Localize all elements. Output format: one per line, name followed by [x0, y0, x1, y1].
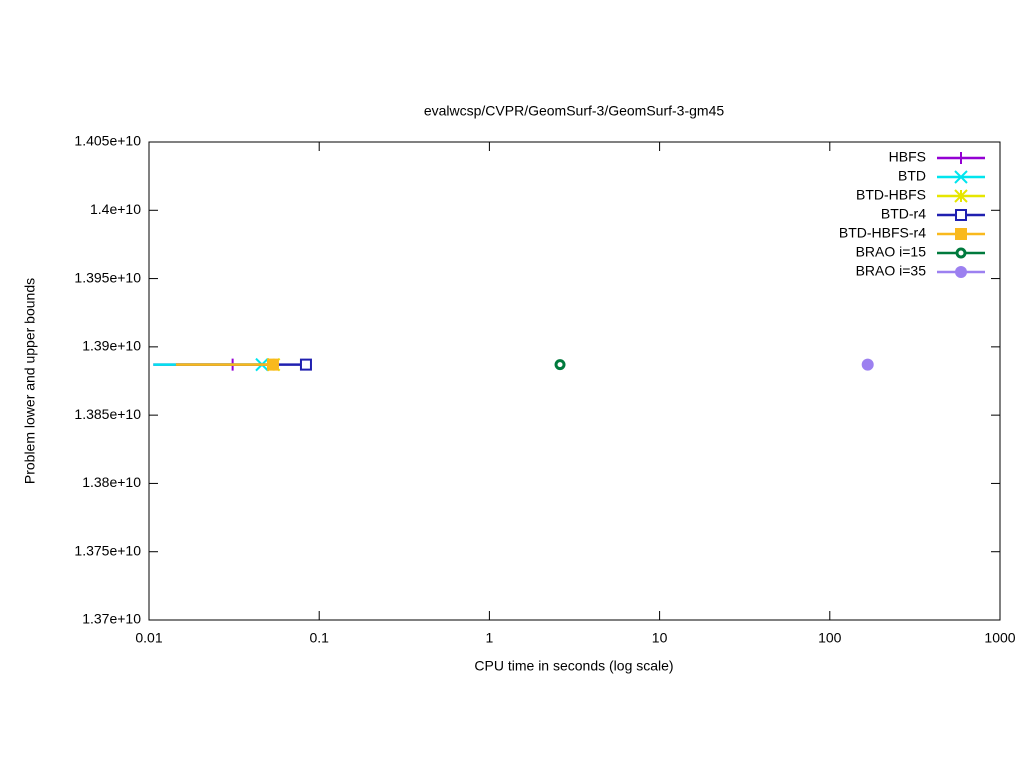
x-tick-label: 10 [652, 630, 668, 646]
y-tick-label: 1.375e+10 [74, 542, 141, 558]
marker [861, 358, 874, 371]
marker [554, 359, 566, 371]
y-tick-label: 1.38e+10 [82, 474, 141, 490]
legend-marker [954, 170, 968, 184]
y-tick-label: 1.395e+10 [74, 269, 141, 285]
legend-label: BRAO i=15 [856, 244, 927, 260]
marker [299, 358, 312, 371]
legend-marker [954, 189, 968, 203]
y-tick-label: 1.37e+10 [82, 611, 141, 627]
y-tick-label: 1.39e+10 [82, 338, 141, 354]
legend-marker [955, 266, 967, 278]
legend-marker [955, 152, 967, 164]
legend-marker [955, 247, 967, 259]
legend-label: BRAO i=35 [856, 263, 927, 279]
x-tick-label: 1000 [984, 630, 1015, 646]
legend-label: BTD [898, 168, 926, 184]
legend-label: BTD-HBFS-r4 [839, 225, 926, 241]
legend-label: BTD-r4 [881, 206, 926, 222]
x-tick-label: 0.1 [309, 630, 329, 646]
x-tick-label: 100 [818, 630, 842, 646]
x-tick-label: 0.01 [135, 630, 162, 646]
plot-frame [148, 141, 1001, 621]
legend-marker [955, 228, 967, 240]
y-axis-label: Problem lower and upper bounds [22, 278, 38, 484]
y-tick-label: 1.405e+10 [74, 133, 141, 149]
x-tick-label: 1 [486, 630, 494, 646]
marker [266, 358, 279, 371]
y-tick-label: 1.4e+10 [90, 201, 141, 217]
x-axis-label: CPU time in seconds (log scale) [474, 658, 673, 674]
legend-label: HBFS [889, 149, 926, 165]
y-tick-label: 1.385e+10 [74, 406, 141, 422]
chart-title: evalwcsp/CVPR/GeomSurf-3/GeomSurf-3-gm45 [424, 103, 725, 119]
legend-marker [955, 209, 967, 221]
legend-label: BTD-HBFS [856, 187, 926, 203]
